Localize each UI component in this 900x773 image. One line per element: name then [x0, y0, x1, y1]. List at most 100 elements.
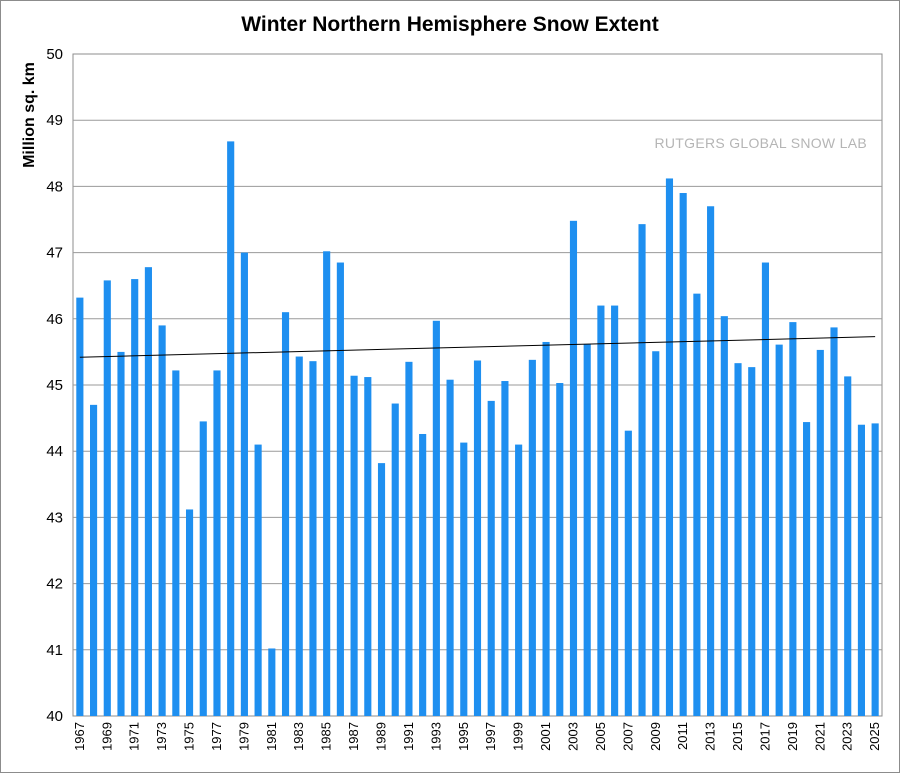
bar-1983 — [295, 356, 303, 716]
bar-2006 — [611, 305, 619, 716]
bar-2004 — [583, 343, 591, 716]
x-tick-label: 1997 — [483, 722, 498, 751]
bar-1991 — [405, 361, 413, 716]
bar-1980 — [254, 444, 262, 716]
bar-2013 — [707, 206, 715, 716]
bar-2015 — [734, 363, 742, 716]
bar-1972 — [144, 267, 152, 716]
bar-2017 — [761, 262, 770, 716]
x-tick-label: 1999 — [511, 722, 526, 751]
bar-1988 — [364, 377, 372, 716]
x-tick-label: 1991 — [401, 722, 416, 751]
x-tick-label: 2007 — [620, 722, 635, 751]
bar-2014 — [720, 316, 728, 716]
bar-1989 — [377, 463, 386, 716]
x-tick-label: 2025 — [867, 722, 882, 751]
x-tick-label: 1985 — [319, 722, 334, 751]
bar-1993 — [432, 320, 440, 716]
bar-2021 — [816, 349, 824, 716]
x-tick-label: 2021 — [812, 722, 827, 751]
bar-2025 — [871, 423, 879, 716]
x-tick-label: 1975 — [182, 722, 197, 751]
x-tick-label: 1967 — [72, 722, 87, 751]
bar-2003 — [569, 220, 578, 716]
bar-1973 — [158, 325, 166, 716]
bar-2020 — [803, 422, 811, 716]
bar-1982 — [281, 312, 290, 716]
bar-1984 — [309, 361, 317, 716]
bar-2000 — [528, 359, 536, 716]
x-tick-label: 1979 — [236, 722, 251, 751]
y-tick-label: 48 — [46, 178, 63, 195]
bar-2001 — [542, 341, 550, 716]
bar-2009 — [652, 351, 660, 716]
x-tick-label: 2003 — [565, 722, 580, 751]
bar-2002 — [556, 383, 564, 716]
trendline — [79, 336, 876, 358]
x-tick-label: 1995 — [456, 722, 471, 751]
bar-2024 — [857, 424, 865, 716]
bar-1987 — [350, 375, 358, 716]
bar-1981 — [268, 648, 276, 716]
x-tick-label: 1971 — [127, 722, 142, 751]
bar-2011 — [679, 193, 687, 716]
bar-1968 — [90, 404, 98, 716]
bar-1970 — [117, 351, 125, 716]
bar-1967 — [76, 297, 84, 716]
y-axis-ticks: 40 41 42 43 44 45 46 47 48 49 50 — [46, 46, 63, 725]
bar-1998 — [501, 381, 509, 716]
bar-series — [76, 141, 879, 716]
bar-2007 — [624, 430, 632, 716]
y-tick-label: 45 — [46, 377, 63, 394]
x-tick-label: 1969 — [99, 722, 114, 751]
bar-1976 — [199, 421, 207, 716]
gridlines — [73, 119, 882, 651]
bar-2010 — [665, 178, 674, 716]
bar-1971 — [131, 279, 139, 716]
x-tick-label: 2011 — [675, 722, 690, 750]
x-tick-label: 1973 — [154, 722, 169, 751]
y-tick-label: 46 — [46, 311, 63, 328]
bar-2023 — [844, 376, 852, 716]
x-tick-label: 1993 — [428, 722, 443, 751]
bar-1974 — [172, 370, 180, 716]
bar-2022 — [830, 327, 838, 716]
x-tick-label: 2001 — [538, 722, 553, 751]
bar-1986 — [336, 262, 344, 716]
y-tick-label: 50 — [46, 46, 63, 63]
bar-2018 — [775, 344, 783, 716]
y-axis-label: Million sq. km — [21, 62, 38, 168]
bar-1977 — [213, 370, 221, 716]
x-axis-ticks: 1967 1969 1971 1973 1975 1977 1979 1981 1983 1985… — [72, 722, 882, 751]
bar-1990 — [391, 403, 399, 716]
y-tick-label: 47 — [46, 245, 63, 262]
x-tick-label: 2017 — [757, 722, 772, 751]
x-tick-label: 2023 — [840, 722, 855, 751]
x-tick-label: 1987 — [346, 722, 361, 751]
bar-2008 — [638, 224, 646, 716]
y-tick-label: 43 — [46, 509, 63, 526]
x-tick-label: 1981 — [264, 722, 279, 751]
bar-1996 — [473, 360, 482, 716]
x-tick-label: 1989 — [374, 722, 389, 751]
bar-1999 — [515, 444, 523, 716]
y-tick-label: 40 — [46, 708, 63, 725]
bar-2019 — [789, 322, 797, 716]
x-tick-label: 2005 — [593, 722, 608, 751]
x-tick-label: 1977 — [209, 722, 224, 751]
bar-2012 — [693, 293, 701, 716]
watermark-annotation: RUTGERS GLOBAL SNOW LAB — [654, 135, 867, 151]
x-tick-label: 2009 — [648, 722, 663, 751]
y-tick-label: 41 — [46, 642, 63, 659]
bar-2016 — [748, 367, 756, 716]
bar-1985 — [323, 251, 331, 716]
chart-title: Winter Northern Hemisphere Snow Extent — [241, 13, 659, 36]
bar-1975 — [185, 509, 194, 716]
bar-1978 — [227, 141, 235, 716]
bar-1969 — [103, 280, 111, 716]
x-tick-label: 2019 — [785, 722, 800, 751]
bar-1995 — [460, 442, 468, 716]
x-tick-label: 2015 — [730, 722, 745, 751]
y-tick-label: 44 — [46, 443, 63, 460]
